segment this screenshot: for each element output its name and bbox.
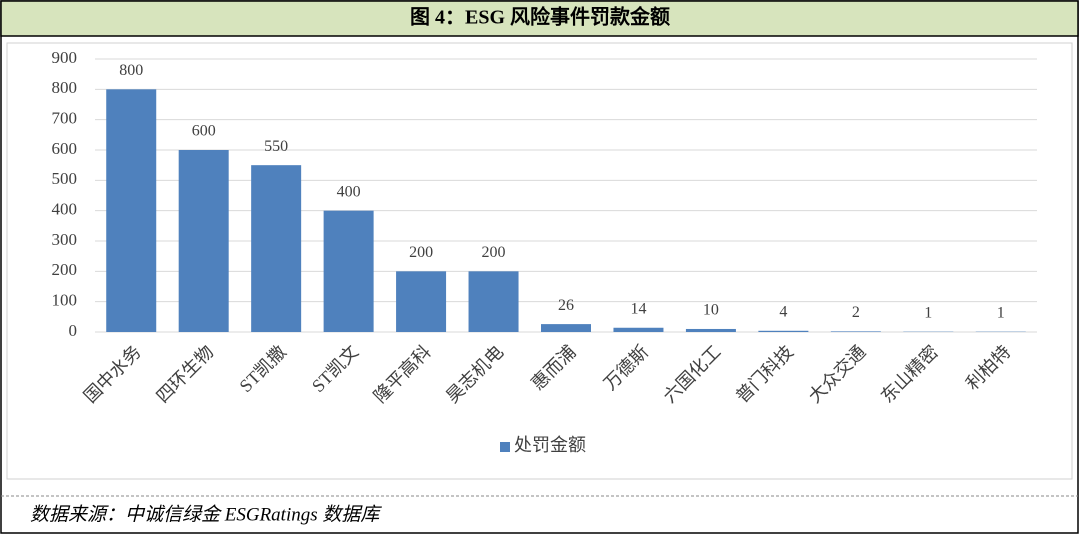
bar bbox=[686, 329, 736, 332]
bar bbox=[179, 150, 229, 332]
data-label: 10 bbox=[703, 302, 719, 319]
bar bbox=[324, 211, 374, 332]
chart-title: 图 4：ESG 风险事件罚款金额 bbox=[410, 5, 670, 29]
y-tick-label: 900 bbox=[52, 48, 78, 67]
data-label: 200 bbox=[409, 244, 433, 261]
data-label: 2 bbox=[852, 304, 860, 321]
bar bbox=[831, 331, 881, 332]
y-tick-label: 300 bbox=[52, 230, 78, 249]
data-label: 26 bbox=[558, 297, 574, 314]
bar bbox=[469, 271, 519, 332]
data-label: 600 bbox=[192, 123, 216, 140]
legend-swatch bbox=[500, 442, 510, 452]
data-label: 800 bbox=[119, 62, 143, 79]
y-tick-label: 500 bbox=[52, 169, 78, 188]
y-tick-label: 200 bbox=[52, 260, 78, 279]
y-tick-label: 800 bbox=[52, 78, 78, 97]
bar bbox=[251, 165, 301, 332]
bar bbox=[396, 271, 446, 332]
y-tick-label: 0 bbox=[69, 321, 78, 340]
data-label: 1 bbox=[997, 304, 1005, 321]
data-label: 550 bbox=[264, 138, 288, 155]
y-tick-label: 400 bbox=[52, 200, 78, 219]
bar bbox=[613, 328, 663, 332]
bar bbox=[541, 324, 591, 332]
bar bbox=[758, 331, 808, 332]
data-label: 4 bbox=[779, 303, 787, 320]
data-label: 400 bbox=[337, 183, 361, 200]
legend-label: 处罚金额 bbox=[514, 435, 586, 455]
source: 数据来源：中诚信绿金 ESGRatings 数据库 bbox=[30, 503, 382, 525]
y-tick-label: 700 bbox=[52, 109, 78, 128]
y-tick-label: 100 bbox=[52, 291, 78, 310]
data-label: 14 bbox=[630, 300, 646, 317]
data-label: 200 bbox=[482, 244, 506, 261]
y-tick-label: 600 bbox=[52, 139, 78, 158]
bar bbox=[106, 89, 156, 332]
data-label: 1 bbox=[924, 304, 932, 321]
